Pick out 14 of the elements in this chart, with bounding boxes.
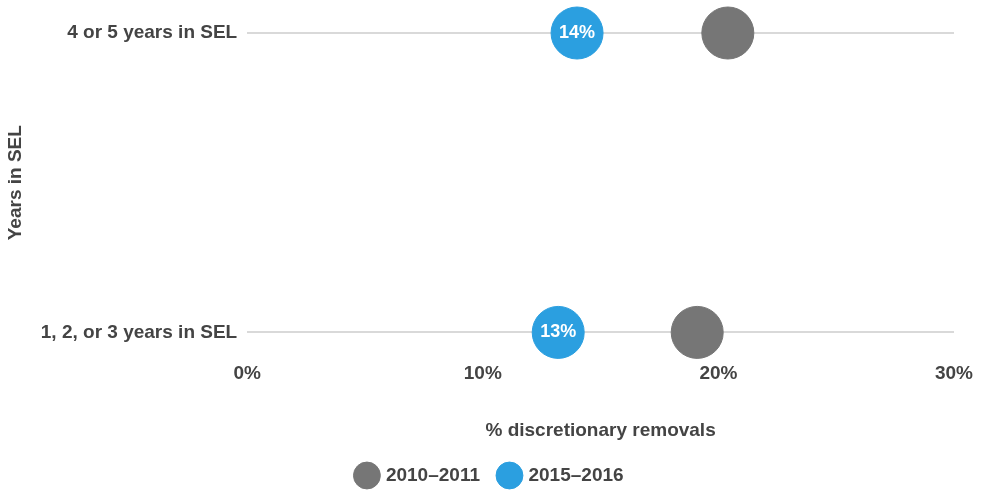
legend-label: 2015–2016 xyxy=(528,463,624,485)
y-tick-label: 1, 2, or 3 years in SEL xyxy=(40,320,238,342)
x-tick-label: 0% xyxy=(233,362,262,384)
x-axis-title: % discretionary removals xyxy=(485,418,716,440)
y-axis-title: Years in SEL xyxy=(3,124,25,241)
y-tick-label: 4 or 5 years in SEL xyxy=(67,21,238,43)
data-label: 13% xyxy=(540,321,577,342)
x-tick-label: 10% xyxy=(463,362,502,384)
legend-label: 2010–2011 xyxy=(385,463,481,485)
point xyxy=(670,305,724,359)
data-label: 14% xyxy=(559,21,596,42)
x-tick-label: 30% xyxy=(934,362,974,384)
x-tick-label: 20% xyxy=(699,362,738,384)
point xyxy=(701,6,755,60)
